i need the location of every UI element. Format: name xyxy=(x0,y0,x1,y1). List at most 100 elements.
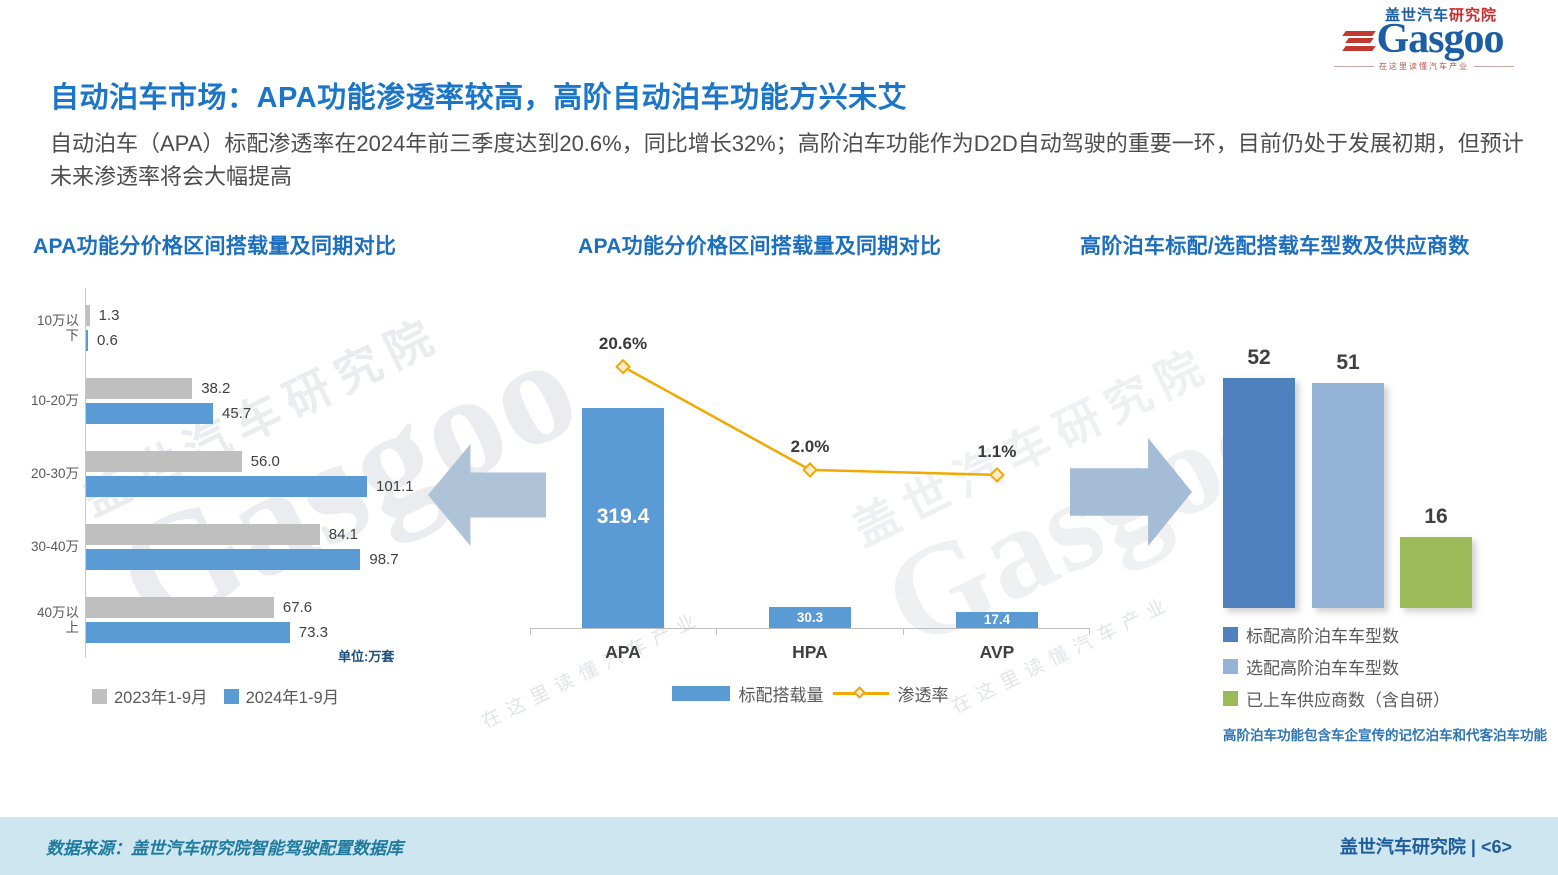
price-range-chart: 10万以下 1.3 0.6 10-20万 38.2 45.7 20-30万 56.0 101.1… xyxy=(30,288,462,718)
bar xyxy=(86,475,368,497)
penetration-value-label: 20.6% xyxy=(598,333,648,353)
bar-value-label: 101.1 xyxy=(376,477,414,495)
axis-tick xyxy=(902,628,904,635)
bar-group: 84.1 98.7 xyxy=(84,523,462,570)
logo-cn-red: 研究院 xyxy=(1449,7,1498,24)
bar-line: 98.7 xyxy=(86,548,462,570)
right-chart-title: 高阶泊车标配/选配搭载车型数及供应商数 xyxy=(1080,235,1470,258)
page-subtitle: 自动泊车（APA）标配渗透率在2024年前三季度达到20.6%，同比增长32%；… xyxy=(50,131,1524,189)
bar-group: 38.2 45.7 xyxy=(84,377,462,424)
logo-word: Gasgoo xyxy=(1376,16,1504,62)
bar-value-label: 45.7 xyxy=(222,404,252,422)
gasgoo-logo: 盖世汽车研究院 Gasgoo 在这里读懂汽车产业 xyxy=(1334,8,1514,72)
bar-line: 67.6 xyxy=(86,596,462,618)
bar-line: 101.1 xyxy=(86,475,462,497)
bar xyxy=(86,596,274,618)
bar xyxy=(86,523,320,545)
bar-value-label: 67.6 xyxy=(282,598,313,616)
logo-cn-title: 盖世汽车研究院 xyxy=(1334,8,1514,24)
unit-label: 单位:万套 xyxy=(338,649,395,664)
bar xyxy=(86,377,193,399)
legend-item: 选配高阶泊车车型数 xyxy=(1223,654,1450,679)
bar xyxy=(769,607,851,628)
bar xyxy=(1223,378,1295,608)
legend-label: 已上车供应商数（含自研） xyxy=(1246,691,1450,710)
legend-bar-label: 标配搭载量 xyxy=(738,686,824,705)
price-row: 40万以上 67.6 73.3 xyxy=(30,583,462,656)
legend-2023-swatch xyxy=(92,688,107,704)
axis-tick xyxy=(530,628,531,635)
price-chart-rows: 10万以下 1.3 0.6 10-20万 38.2 45.7 20-30万 56.0 101.1… xyxy=(30,291,462,656)
bar-value-label: 51 xyxy=(1336,350,1360,374)
y-axis-line xyxy=(85,288,86,658)
legend-item: 已上车供应商数（含自研） xyxy=(1223,686,1450,711)
bar xyxy=(86,402,214,424)
legend-swatch xyxy=(1223,627,1238,642)
legend-item-2023: 2023年1-9月 xyxy=(92,684,208,708)
bar-line: 0.6 xyxy=(86,329,462,351)
x-axis-line xyxy=(530,628,1090,629)
axis-tick xyxy=(1089,628,1090,635)
bar-value-label: 0.6 xyxy=(97,331,118,349)
bar-value-label: 30.3 xyxy=(796,609,824,625)
bar-group: 1.3 0.6 xyxy=(84,304,462,351)
bar-line: 73.3 xyxy=(86,621,462,643)
penetration-value-label: 2.0% xyxy=(790,436,830,456)
bar-value-label: 1.3 xyxy=(98,306,120,324)
price-category-label: 40万以上 xyxy=(36,604,79,635)
logo-stripes-icon xyxy=(1342,28,1377,51)
category-label: AVP xyxy=(979,642,1015,662)
bar xyxy=(86,304,90,326)
price-category-label: 10-20万 xyxy=(30,393,79,408)
bar xyxy=(1312,382,1384,608)
bar-value-label: 52 xyxy=(1247,346,1271,370)
price-category-label: 30-40万 xyxy=(30,539,79,554)
bar-value-label: 73.3 xyxy=(298,623,328,641)
bar-group: 67.6 73.3 xyxy=(84,596,462,643)
bar xyxy=(86,329,88,351)
legend-item: 标配高阶泊车车型数 xyxy=(1223,622,1450,647)
price-row: 10万以下 1.3 0.6 xyxy=(30,291,462,364)
bar-line: 45.7 xyxy=(86,402,462,424)
price-row: 10-20万 38.2 45.7 xyxy=(30,364,462,437)
bar xyxy=(1400,537,1472,608)
legend-line-label: 渗透率 xyxy=(897,686,949,705)
bar-line: 38.2 xyxy=(86,377,462,399)
legend-item-2024: 2024年1-9月 xyxy=(223,684,339,708)
legend-label: 选配高阶泊车车型数 xyxy=(1246,659,1399,678)
model-count-chart: 52 51 16 标配高阶泊车车型数 选配高阶泊车车型数已上车供应商数（含自研） 高阶… xyxy=(1195,330,1547,770)
logo-tagline: 在这里读懂汽车产业 xyxy=(1334,61,1514,72)
legend-2024-swatch xyxy=(223,688,239,704)
legend-bar-swatch xyxy=(671,686,730,701)
price-category-label: 20-30万 xyxy=(30,466,79,481)
bar-value-label: 98.7 xyxy=(369,550,399,568)
category-label: APA xyxy=(605,642,641,662)
price-row: 30-40万 84.1 98.7 xyxy=(30,510,462,583)
chart-note: 高阶泊车功能包含车企宣传的记忆泊车和代客泊车功能 xyxy=(1223,728,1547,743)
logo-cn-blue: 盖世汽车 xyxy=(1384,7,1449,24)
legend-swatch xyxy=(1223,691,1238,706)
penetration-value-label: 1.1% xyxy=(977,441,1017,461)
left-chart-legend: 2023年1-9月 2024年1-9月 xyxy=(92,684,339,708)
bar-value-label: 17.4 xyxy=(983,612,1011,627)
price-category-label: 10万以下 xyxy=(36,312,79,343)
diamond-marker-icon xyxy=(853,686,866,699)
bar-value-label: 56.0 xyxy=(250,452,280,470)
logo-wordmark: Gasgoo xyxy=(1334,16,1514,62)
bar-value-label: 16 xyxy=(1424,505,1448,529)
bar-line: 84.1 xyxy=(86,523,462,545)
legend-swatch xyxy=(1223,659,1238,674)
page-title: 自动泊车市场：APA功能渗透率较高，高阶自动泊车功能方兴未艾 xyxy=(50,82,908,114)
bar xyxy=(956,612,1038,628)
axis-tick xyxy=(716,628,718,635)
bar-group: 56.0 101.1 xyxy=(84,450,462,497)
legend-label: 标配高阶泊车车型数 xyxy=(1246,627,1399,646)
middle-chart-title: APA功能分价格区间搭载量及同期对比 xyxy=(578,235,942,258)
legend-2023-label: 2023年1-9月 xyxy=(114,689,208,707)
page-number: 盖世汽车研究院 | <6> xyxy=(1339,837,1512,857)
legend-line-swatch xyxy=(832,686,889,699)
category-label: HPA xyxy=(792,642,828,662)
bar xyxy=(86,621,290,643)
bar xyxy=(86,548,361,570)
